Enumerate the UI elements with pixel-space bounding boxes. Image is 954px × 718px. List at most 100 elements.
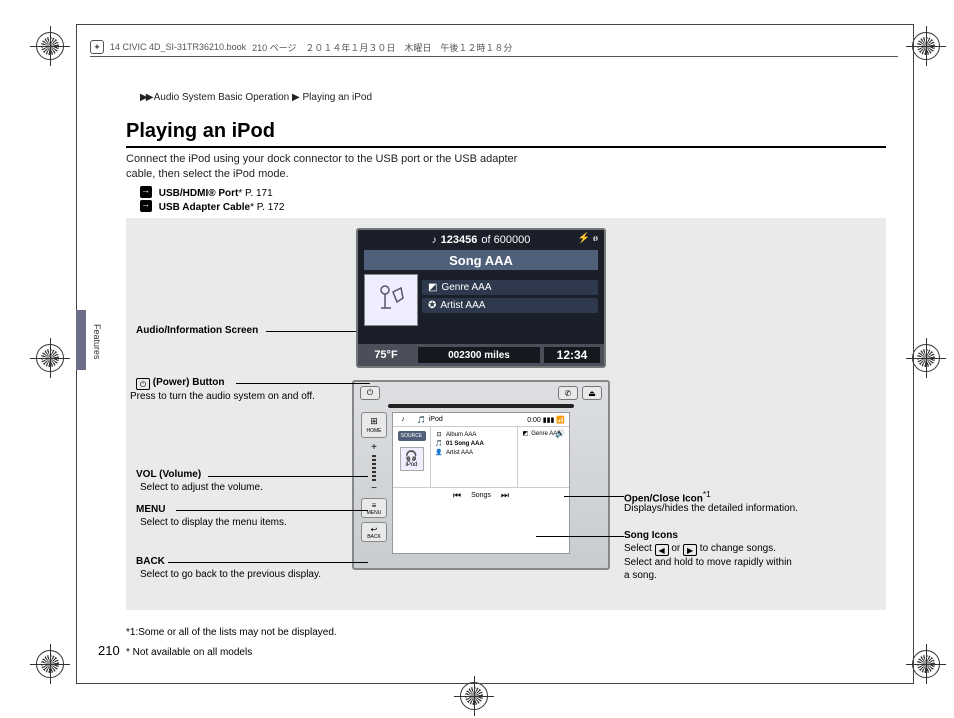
label-vol: VOL (Volume) <box>136 468 201 481</box>
breadcrumb-arrows: ▶▶ <box>140 92 151 103</box>
source-ipod-tile[interactable]: 🎧 iPod <box>400 447 424 471</box>
back-button[interactable]: ↩ BACK <box>361 522 387 542</box>
touch-screen[interactable]: ♪ 🎵iPod 0:00 ▮▮▮ 📶 SOURCE 🎧 iPod ⊡Album … <box>392 412 570 554</box>
footnote-1: *1:Some or all of the lists may not be d… <box>126 627 337 638</box>
source-button[interactable]: SOURCE <box>398 431 426 441</box>
odo-num: 002300 <box>448 350 481 361</box>
track-counter: ♪ 123456 of 600000 ⚡ ፀ <box>358 230 604 250</box>
menu-button[interactable]: ≡ MENU <box>361 498 387 518</box>
si-1c: to change songs. <box>697 543 776 554</box>
clock: 12:34 <box>544 347 600 363</box>
lead-line <box>176 510 368 511</box>
title-rule <box>126 146 886 148</box>
phone-button[interactable]: ✆ <box>558 386 578 400</box>
intro-line1: Connect the iPod using your dock connect… <box>126 152 517 167</box>
si-3: a song. <box>624 570 657 581</box>
track-of: of 600000 <box>481 234 530 246</box>
bluetooth-icon: ⚡ ፀ <box>578 233 598 244</box>
ref-usb-adapter: USB Adapter Cable* P. 172 <box>140 200 284 213</box>
next-song-icon[interactable]: ⏭ <box>501 490 509 501</box>
home-button[interactable]: ⊞ HOME <box>361 412 387 438</box>
label-back-desc: Select to go back to the previous displa… <box>140 568 321 581</box>
track-num: 123456 <box>441 234 478 246</box>
song-title-band: Song AAA <box>364 250 598 270</box>
lead-line <box>168 562 368 563</box>
label-power: ⏻ (Power) Button <box>136 376 224 390</box>
list-row-artist[interactable]: 👤Artist AAA <box>435 448 565 457</box>
power-button[interactable]: ⏻ <box>360 386 380 400</box>
label-audio-info: Audio/Information Screen <box>136 324 258 337</box>
breadcrumb-1: Audio System Basic Operation <box>154 92 290 103</box>
album-art <box>364 274 418 326</box>
power-title: (Power) Button <box>153 377 225 388</box>
playback-status: 0:00 ▮▮▮ 📶 <box>527 416 569 424</box>
tab-audio-icon[interactable]: ♪ <box>393 416 413 423</box>
intro-line2: cable, then select the iPod mode. <box>126 167 517 182</box>
genre-text: Genre AAA <box>441 282 491 293</box>
ref2-page: P. 172 <box>254 202 284 213</box>
artist-icon: ✪ <box>428 300 436 311</box>
label-open-desc: Displays/hides the detailed information. <box>624 502 798 515</box>
footnote-2: * Not available on all models <box>126 647 252 658</box>
book-name: 14 CIVIC 4D_SI-31TR36210.book <box>110 42 246 52</box>
volume-control[interactable]: + − <box>364 442 384 494</box>
si-2: Select and hold to move rapidly within <box>624 557 792 568</box>
breadcrumb-2: Playing an iPod <box>303 92 373 103</box>
ref2-label: USB Adapter Cable <box>159 202 250 213</box>
power-icon: ⏻ <box>136 378 150 390</box>
source-name: iPod <box>429 416 443 423</box>
artist-text2: Artist AAA <box>446 450 473 456</box>
temperature: 75°F <box>358 349 414 361</box>
label-song-icons-desc: Select ◀ or ▶ to change songs. Select an… <box>624 542 792 582</box>
page-title: Playing an iPod <box>126 120 275 143</box>
label-menu-desc: Select to display the menu items. <box>140 516 287 529</box>
link-icon <box>140 200 152 212</box>
head-unit: ⏻ ✆ ⏏ ⊞ HOME + − ≡ MENU ↩ BACK <box>352 380 610 570</box>
book-icon: ✦ <box>90 40 104 54</box>
prev-keycap-icon: ◀ <box>655 544 669 556</box>
odometer: 002300 miles <box>418 347 540 363</box>
open-sup: *1 <box>703 489 711 499</box>
audio-info-screen: ♪ 123456 of 600000 ⚡ ፀ Song AAA ◩ Genre A… <box>356 228 606 368</box>
back-label: BACK <box>367 534 381 540</box>
lead-line <box>564 496 624 497</box>
link-icon <box>140 186 152 198</box>
si-1a: Select <box>624 543 655 554</box>
music-icon: 🎵 <box>417 416 426 424</box>
artist-text: Artist AAA <box>440 300 485 311</box>
music-icon: ♪ <box>432 235 437 246</box>
section-tab-label: Features <box>92 324 102 360</box>
song-text: 01 Song AAA <box>446 441 484 447</box>
menu-label: MENU <box>367 510 382 516</box>
breadcrumb: ▶▶ Audio System Basic Operation ▶ Playin… <box>140 92 372 103</box>
lead-line <box>536 536 624 537</box>
odo-unit: miles <box>484 350 510 361</box>
ref1-label: USB/HDMI® Port <box>159 188 239 199</box>
eject-button[interactable]: ⏏ <box>582 386 602 400</box>
fn2-text: Not available on all models <box>130 647 252 658</box>
disc-slot <box>388 404 574 408</box>
label-vol-desc: Select to adjust the volume. <box>140 481 263 494</box>
ipod-tile-label: iPod <box>405 462 417 468</box>
header-rule <box>90 56 898 57</box>
page-number: 210 <box>98 643 120 658</box>
breadcrumb-sep: ▶ <box>292 92 300 103</box>
lead-line <box>208 476 368 477</box>
ref-usb-hdmi: USB/HDMI® Port* P. 171 <box>140 186 273 199</box>
label-power-desc: Press to turn the audio system on and of… <box>130 390 315 403</box>
lead-line <box>236 383 370 384</box>
genre-icon: ◩ <box>428 282 437 293</box>
header-meta: ✦ 14 CIVIC 4D_SI-31TR36210.book 210 ページ … <box>90 40 898 54</box>
open-close-icon[interactable]: 🔊 <box>555 429 565 438</box>
prev-song-icon[interactable]: ⏮ <box>453 490 461 501</box>
book-jp: 210 ページ ２０１４年１月３０日 木曜日 午後１２時１８分 <box>252 41 512 54</box>
ref1-page: P. 171 <box>242 188 272 199</box>
list-row-song[interactable]: 🎵01 Song AAA <box>435 439 565 448</box>
home-label: HOME <box>367 428 382 434</box>
songs-label[interactable]: Songs <box>471 492 491 499</box>
artist-line: ✪ Artist AAA <box>422 298 598 313</box>
label-back: BACK <box>136 555 165 568</box>
section-tab <box>76 310 86 370</box>
label-menu: MENU <box>136 503 165 516</box>
label-song-icons: Song Icons <box>624 529 678 542</box>
